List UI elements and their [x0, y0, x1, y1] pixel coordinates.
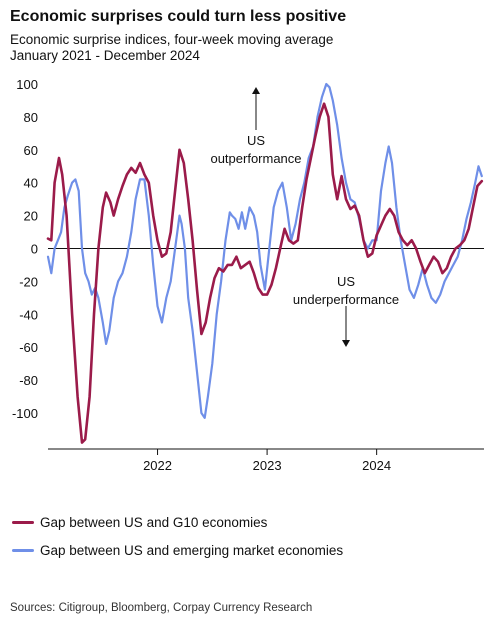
annotation-outperformance-line: US — [247, 133, 265, 148]
y-axis: 100 80 60 40 20 0 -20 -40 -60 -80 -100 — [12, 77, 38, 421]
chart-subtitle: Economic surprise indices, four-week mov… — [10, 32, 333, 64]
y-tick-label: 40 — [24, 176, 38, 191]
legend-label-g10: Gap between US and G10 economies — [40, 515, 268, 530]
legend-item-g10: Gap between US and G10 economies — [12, 515, 267, 530]
annotation-outperformance-line: outperformance — [210, 151, 301, 166]
x-tick-label: 2023 — [253, 458, 282, 473]
legend-swatch-g10 — [12, 521, 34, 524]
x-tick-label: 2022 — [143, 458, 172, 473]
legend-swatch-em — [12, 549, 34, 552]
x-tick-label: 2024 — [362, 458, 391, 473]
legend-item-em: Gap between US and emerging market econo… — [12, 543, 343, 558]
legend-label-em: Gap between US and emerging market econo… — [40, 543, 344, 558]
subtitle-line-2: January 2021 - December 2024 — [10, 48, 200, 63]
series-layer — [46, 82, 484, 444]
annotations: US outperformance US underperformance — [210, 87, 399, 347]
annotation-arrowhead-up — [252, 87, 260, 94]
y-tick-label: -80 — [19, 373, 38, 388]
y-tick-label: -60 — [19, 340, 38, 355]
subtitle-line-1: Economic surprise indices, four-week mov… — [10, 32, 334, 47]
y-tick-label: 20 — [24, 209, 38, 224]
y-tick-label: 0 — [31, 242, 38, 257]
series-line-em — [46, 82, 483, 419]
y-tick-label: -100 — [12, 406, 38, 421]
y-tick-label: 80 — [24, 110, 38, 125]
y-tick-label: 100 — [16, 77, 38, 92]
annotation-underperformance-line: US — [337, 274, 355, 289]
chart-title: Economic surprises could turn less posit… — [10, 8, 347, 25]
y-tick-label: -20 — [19, 274, 38, 289]
y-tick-label: 60 — [24, 143, 38, 158]
series-line-g10 — [46, 102, 484, 444]
x-axis: 2022 2023 2024 — [48, 448, 484, 473]
annotation-underperformance-line: underperformance — [293, 292, 399, 307]
annotation-arrowhead-down — [342, 340, 350, 347]
source-note: Sources: Citigroup, Bloomberg, Corpay Cu… — [10, 602, 313, 614]
y-tick-label: -40 — [19, 307, 38, 322]
